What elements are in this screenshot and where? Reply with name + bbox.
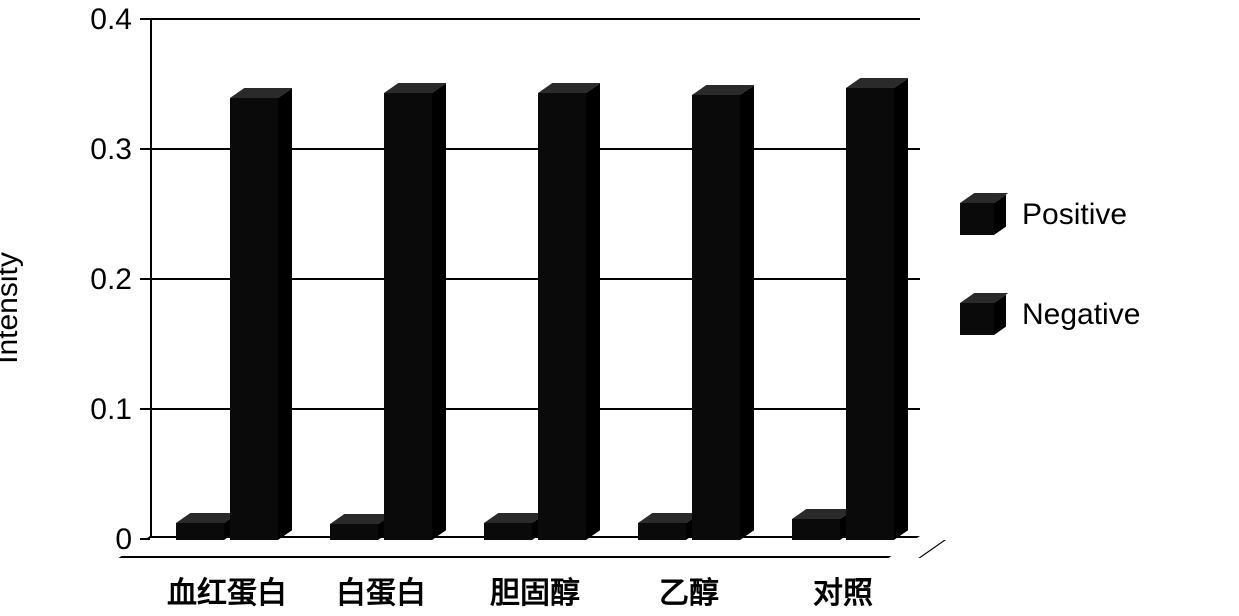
- bar-positive: [484, 523, 532, 540]
- category-label: 胆固醇: [490, 568, 580, 612]
- bar-group: 乙醇: [612, 20, 766, 540]
- bar-positive: [638, 523, 686, 540]
- bar-negative: [846, 88, 894, 540]
- bar-front: [384, 93, 432, 540]
- bar-negative: [692, 95, 740, 540]
- bar-front: [792, 519, 840, 540]
- bar-negative: [230, 98, 278, 540]
- bar-front: [538, 93, 586, 540]
- bar-positive: [792, 519, 840, 540]
- category-label: 乙醇: [659, 568, 719, 612]
- bar-front: [330, 524, 378, 540]
- bar-negative: [384, 93, 432, 540]
- ytick-label: 0: [115, 523, 150, 557]
- chart-container: Intensity 00.10.20.30.4 血红蛋白白蛋白胆固醇乙醇对照 P…: [0, 0, 1239, 616]
- bar-front: [692, 95, 740, 540]
- legend-label: Positive: [1022, 198, 1127, 232]
- bar-front: [638, 523, 686, 540]
- bar-front: [230, 98, 278, 540]
- bar-positive: [330, 524, 378, 540]
- ytick-mark: [140, 18, 150, 20]
- bar-front: [846, 88, 894, 540]
- bar-side: [278, 88, 292, 540]
- bar-side: [586, 83, 600, 540]
- ytick-mark: [140, 148, 150, 150]
- bar-side: [432, 83, 446, 540]
- legend: Positive Negative: [960, 195, 1140, 395]
- category-label: 白蛋白: [336, 568, 426, 612]
- bar-group: 对照: [766, 20, 920, 540]
- bar-group: 胆固醇: [458, 20, 612, 540]
- legend-item: Positive: [960, 195, 1140, 235]
- category-label: 血红蛋白: [167, 568, 287, 612]
- ytick-mark: [140, 538, 150, 540]
- ytick-label: 0.1: [90, 393, 150, 427]
- ytick-label: 0.4: [90, 3, 150, 37]
- legend-swatch: [960, 195, 1004, 235]
- legend-swatch: [960, 295, 1004, 335]
- ytick-label: 0.3: [90, 133, 150, 167]
- legend-item: Negative: [960, 295, 1140, 335]
- ytick-mark: [140, 278, 150, 280]
- legend-label: Negative: [1022, 298, 1140, 332]
- category-label: 对照: [813, 568, 873, 612]
- plot-area: 00.10.20.30.4 血红蛋白白蛋白胆固醇乙醇对照: [150, 20, 920, 540]
- bar-front: [176, 523, 224, 540]
- bar-front: [484, 523, 532, 540]
- bar-negative: [538, 93, 586, 540]
- bar-side: [894, 78, 908, 540]
- bar-group: 白蛋白: [304, 20, 458, 540]
- bar-group: 血红蛋白: [150, 20, 304, 540]
- ytick-label: 0.2: [90, 263, 150, 297]
- y-axis-label: Intensity: [0, 252, 25, 364]
- bar-side: [740, 86, 754, 540]
- bar-positive: [176, 523, 224, 540]
- bar-groups: 血红蛋白白蛋白胆固醇乙醇对照: [150, 20, 920, 540]
- ytick-mark: [140, 408, 150, 410]
